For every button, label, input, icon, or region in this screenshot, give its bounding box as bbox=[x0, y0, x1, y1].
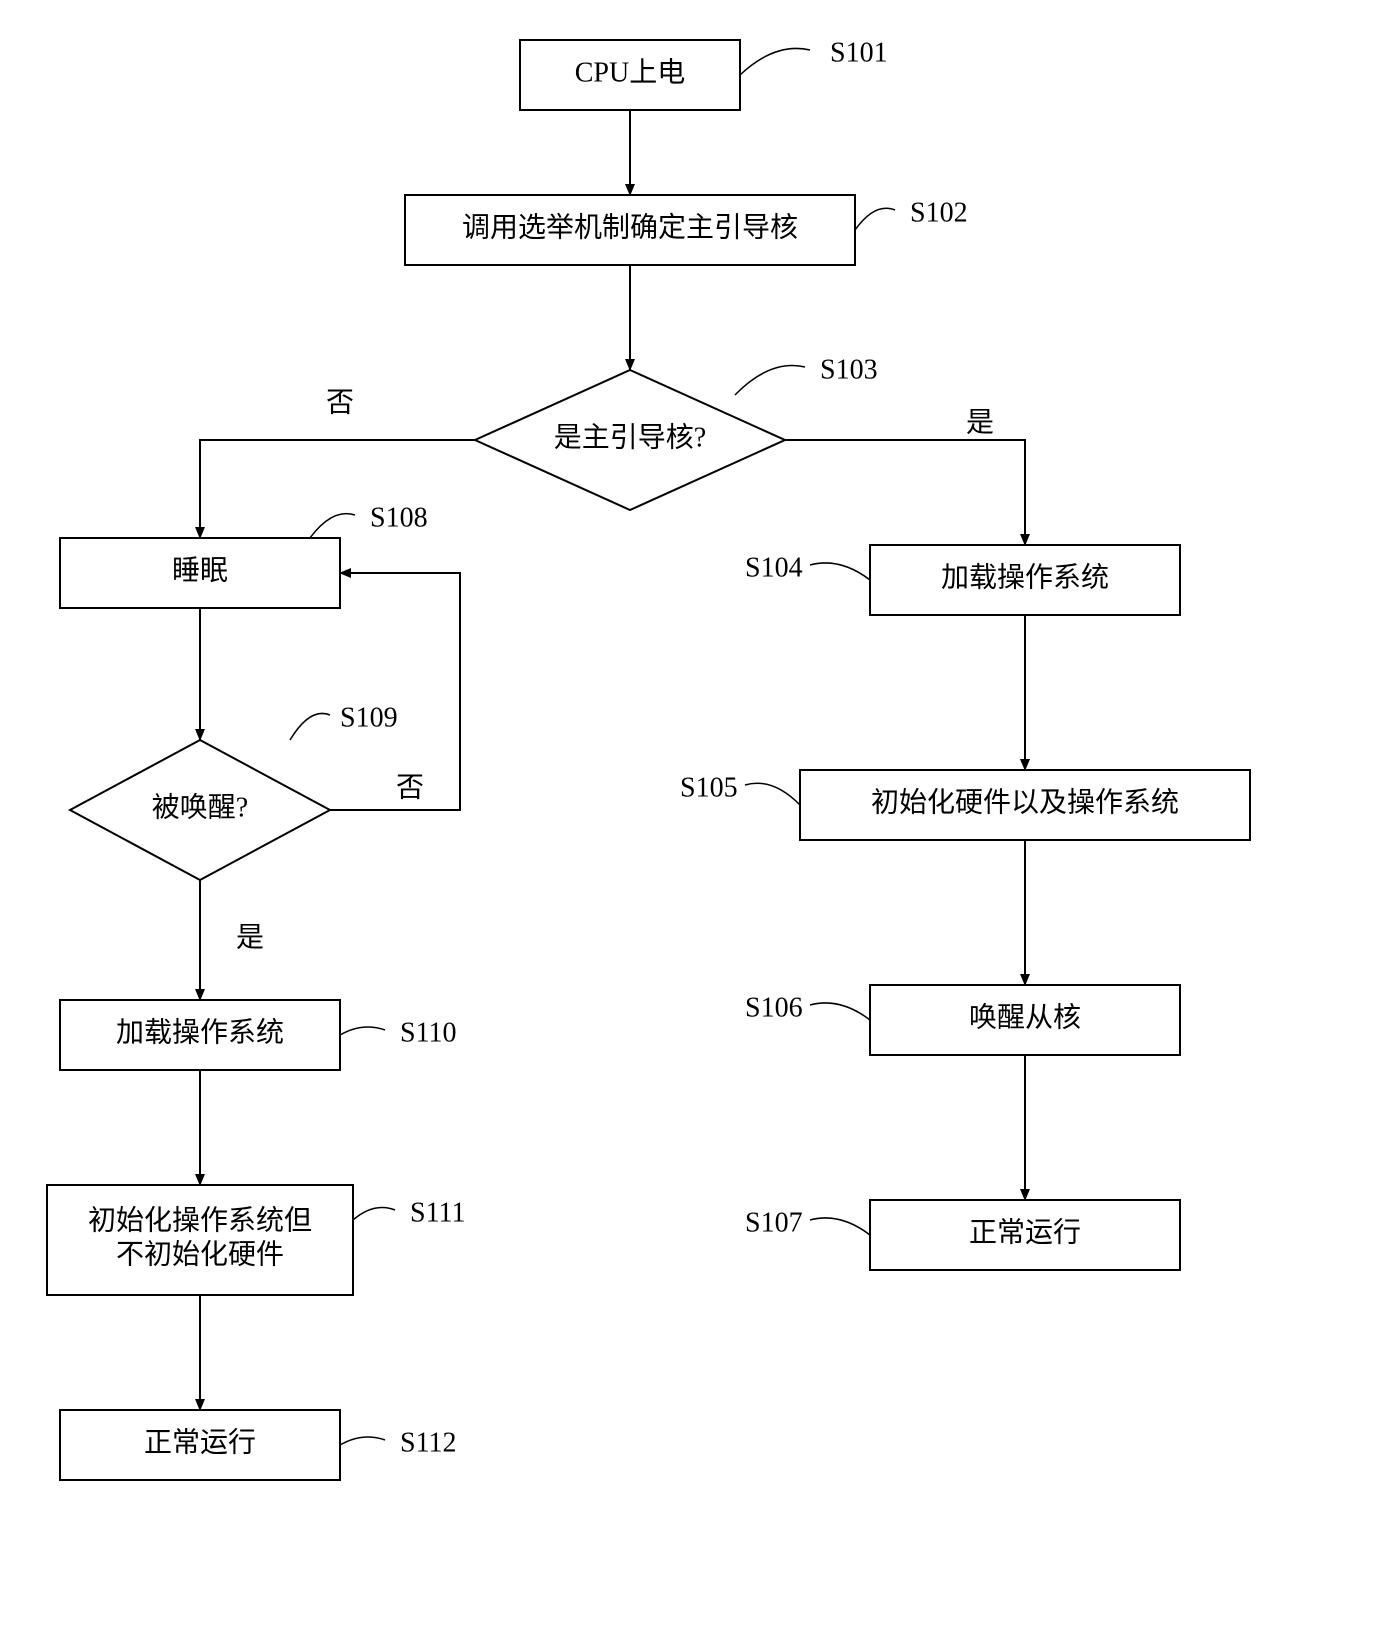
leader-s101 bbox=[740, 48, 810, 75]
node-s105: 初始化硬件以及操作系统 bbox=[800, 770, 1250, 840]
node-s110: 加载操作系统 bbox=[60, 1000, 340, 1070]
edge-s103-s104 bbox=[785, 440, 1025, 545]
node-s101: CPU上电 bbox=[520, 40, 740, 110]
node-s107-text-0: 正常运行 bbox=[969, 1216, 1081, 1248]
edge-s103-s108 bbox=[200, 440, 475, 538]
flowchart-svg: CPU上电S101调用选举机制确定主引导核S102是主引导核?S103否是睡眠S… bbox=[0, 0, 1391, 1650]
leader-s102 bbox=[855, 208, 895, 230]
node-s104-text-0: 加载操作系统 bbox=[941, 561, 1109, 593]
label-s101: S101 bbox=[830, 37, 888, 68]
branch-s103-right: 是 bbox=[966, 407, 994, 438]
label-s112: S112 bbox=[400, 1427, 457, 1458]
node-s108: 睡眠 bbox=[60, 538, 340, 608]
leader-s109 bbox=[290, 713, 330, 740]
branch-s103-left: 否 bbox=[326, 387, 354, 418]
node-s107: 正常运行 bbox=[870, 1200, 1180, 1270]
node-s112-text-0: 正常运行 bbox=[144, 1426, 256, 1458]
branch-s109-bottom: 是 bbox=[236, 922, 264, 953]
label-s103: S103 bbox=[820, 354, 878, 385]
leader-s106 bbox=[810, 1003, 870, 1020]
label-s104: S104 bbox=[745, 552, 803, 583]
label-s109: S109 bbox=[340, 702, 398, 733]
label-s102: S102 bbox=[910, 197, 968, 228]
node-s111-text-0: 初始化操作系统但 bbox=[88, 1204, 312, 1236]
node-s109-text-0: 被唤醒? bbox=[152, 791, 248, 823]
label-s108: S108 bbox=[370, 502, 428, 533]
label-s111: S111 bbox=[410, 1197, 466, 1228]
node-s109: 被唤醒? bbox=[70, 740, 330, 880]
node-s106: 唤醒从核 bbox=[870, 985, 1180, 1055]
label-s105: S105 bbox=[680, 772, 738, 803]
node-s103-text-0: 是主引导核? bbox=[554, 421, 706, 453]
leader-s107 bbox=[810, 1218, 870, 1235]
leader-s104 bbox=[810, 563, 870, 580]
leader-s105 bbox=[745, 783, 800, 805]
node-s104: 加载操作系统 bbox=[870, 545, 1180, 615]
node-s110-text-0: 加载操作系统 bbox=[116, 1016, 284, 1048]
node-s111: 初始化操作系统但不初始化硬件 bbox=[47, 1185, 353, 1295]
node-s101-text-0: CPU上电 bbox=[575, 56, 685, 88]
node-s102-text-0: 调用选举机制确定主引导核 bbox=[462, 211, 798, 243]
node-s105-text-0: 初始化硬件以及操作系统 bbox=[871, 786, 1179, 818]
label-s110: S110 bbox=[400, 1017, 457, 1048]
label-s106: S106 bbox=[745, 992, 803, 1023]
branch-s109-right: 否 bbox=[396, 772, 424, 803]
node-s106-text-0: 唤醒从核 bbox=[969, 1001, 1081, 1033]
leader-s110 bbox=[340, 1027, 385, 1035]
label-s107: S107 bbox=[745, 1207, 803, 1238]
node-s112: 正常运行 bbox=[60, 1410, 340, 1480]
leader-s103 bbox=[735, 366, 805, 395]
node-s108-text-0: 睡眠 bbox=[172, 554, 228, 586]
leader-s112 bbox=[340, 1437, 385, 1445]
leader-s111 bbox=[353, 1208, 395, 1220]
node-s102: 调用选举机制确定主引导核 bbox=[405, 195, 855, 265]
node-s111-text-1: 不初始化硬件 bbox=[116, 1238, 284, 1270]
